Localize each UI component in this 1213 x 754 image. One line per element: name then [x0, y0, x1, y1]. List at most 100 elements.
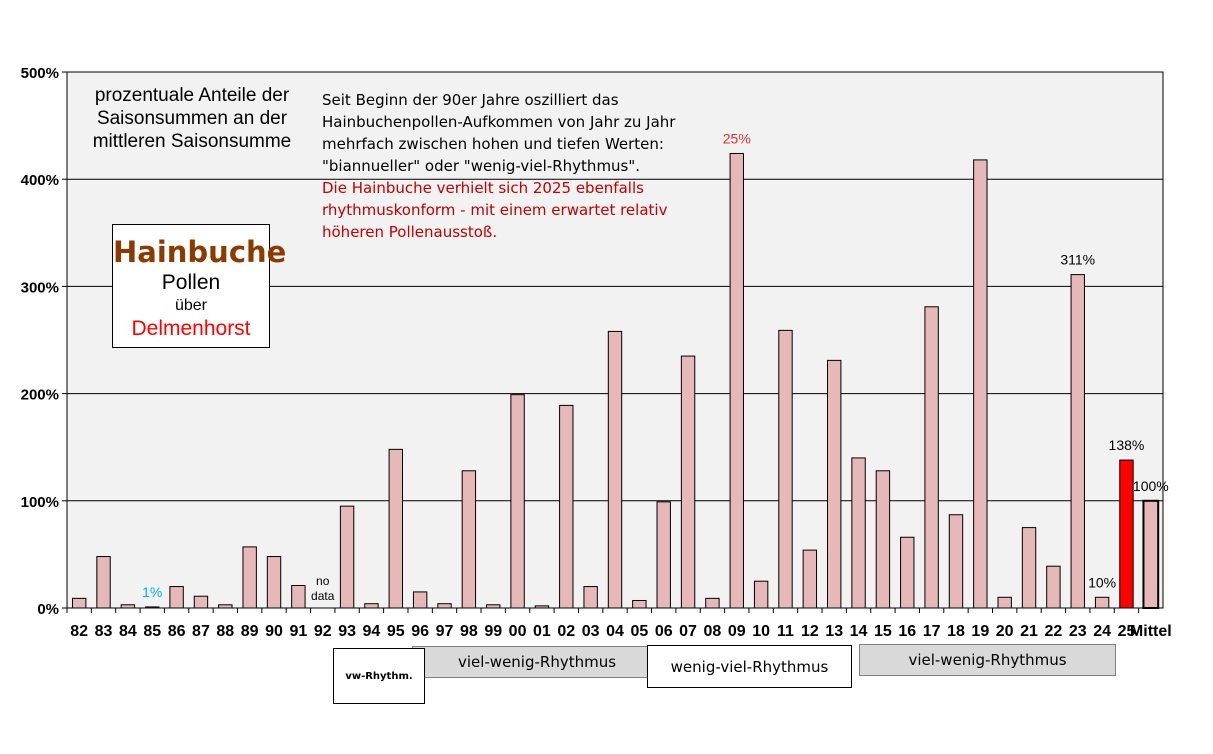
bar	[169, 586, 184, 609]
x-tick-label: 10	[752, 623, 770, 640]
x-tick-label: 93	[338, 623, 356, 640]
info-line: Seit Beginn der 90er Jahre oszilliert da…	[322, 91, 619, 109]
no-data-label: no	[316, 574, 330, 588]
x-tick-label: 88	[216, 623, 234, 640]
info-line-red: rhythmuskonform - mit einem erwartet rel…	[322, 201, 668, 219]
bar	[802, 549, 818, 609]
x-tick-label: 19	[971, 623, 989, 640]
x-tick-label: 24	[1093, 623, 1111, 640]
bar	[997, 596, 1012, 609]
x-tick-label: 95	[387, 623, 405, 640]
x-tick-label: 87	[192, 623, 210, 640]
x-tick-label: 23	[1069, 623, 1087, 640]
x-tick-label: 92	[314, 623, 332, 640]
y-tick-label: 400%	[21, 172, 59, 189]
bar	[461, 470, 477, 609]
bar	[534, 605, 550, 609]
rhythm-box-vw: vw-Rhythm.	[333, 648, 425, 704]
chart-title: prozentuale Anteile der Saisonsummen an …	[82, 84, 302, 153]
x-tick-label: 00	[509, 623, 527, 640]
x-tick-label: 97	[436, 623, 454, 640]
info-line-red: Die Hainbuche verhielt sich 2025 ebenfal…	[322, 179, 644, 197]
x-tick-label: 96	[411, 623, 429, 640]
x-tick-label: 21	[1020, 623, 1038, 640]
y-tick-label: 100%	[21, 494, 59, 511]
data-label: 311%	[1060, 252, 1095, 268]
bar	[851, 457, 866, 609]
bar	[705, 597, 720, 609]
bar	[364, 603, 379, 609]
bar	[680, 355, 696, 609]
y-tick-label: 200%	[21, 387, 59, 404]
legend-plant: Hainbuche	[113, 235, 287, 269]
bar	[510, 394, 525, 609]
info-text: Seit Beginn der 90er Jahre oszilliert da…	[322, 89, 702, 243]
x-tick-label: 83	[95, 623, 113, 640]
x-tick-label: Mittel	[1130, 623, 1172, 640]
bar	[632, 599, 647, 609]
bar	[193, 595, 209, 609]
bar	[71, 597, 87, 609]
legend-over: über	[174, 297, 208, 314]
rhythm-label: vw-Rhythm.	[345, 670, 413, 682]
bar	[900, 536, 915, 609]
bar	[96, 556, 111, 609]
y-tick-label: 300%	[21, 279, 59, 296]
no-data-label: data	[311, 589, 335, 603]
bar	[218, 604, 233, 609]
x-tick-label: 86	[168, 623, 186, 640]
x-tick-label: 14	[850, 623, 868, 640]
bar	[412, 591, 428, 609]
bar	[486, 604, 501, 609]
bar	[559, 404, 574, 609]
x-tick-label: 01	[533, 623, 551, 640]
rhythm-box-wv: wenig-viel-Rhythmus	[647, 645, 852, 688]
legend-box: Hainbuche Pollen über Delmenhorst	[112, 224, 287, 348]
bar	[1021, 527, 1037, 609]
data-label: 10%	[1088, 574, 1116, 590]
bar	[291, 584, 306, 609]
bar	[753, 580, 769, 609]
bar	[242, 546, 257, 609]
legend-pollen: Pollen	[161, 271, 221, 294]
x-tick-label: 09	[728, 623, 746, 640]
bar	[120, 604, 136, 609]
info-line-red: höheren Pollenausstoß.	[322, 223, 498, 241]
bar	[145, 606, 160, 609]
bar	[1094, 596, 1110, 609]
bar	[1119, 459, 1134, 609]
x-tick-label: 91	[289, 623, 307, 640]
x-tick-label: 05	[630, 623, 648, 640]
y-axis: 0% 100% 200% 300% 400% 500%	[21, 65, 67, 618]
x-tick-label: 04	[606, 623, 624, 640]
x-tick-label: 06	[655, 623, 673, 640]
x-tick-label: 99	[484, 623, 502, 640]
rhythm-label: viel-wenig-Rhythmus	[457, 653, 617, 671]
bar	[656, 501, 671, 609]
rhythm-label: viel-wenig-Rhythmus	[908, 651, 1067, 669]
x-tick-label: 16	[898, 623, 916, 640]
x-tick-label: 11	[777, 623, 794, 640]
bar	[778, 329, 793, 609]
x-tick-label: 98	[460, 623, 478, 640]
legend-city: Delmenhorst	[131, 317, 251, 340]
bar	[827, 359, 842, 609]
x-tick-label: 89	[241, 623, 259, 640]
y-tick-label: 0%	[37, 601, 59, 618]
y-tick-label: 500%	[21, 65, 59, 82]
x-tick-label: 08	[704, 623, 722, 640]
bar	[266, 556, 282, 609]
x-tick-label: 85	[143, 623, 161, 640]
x-tick-label: 25	[1118, 623, 1136, 640]
x-tick-label: 84	[119, 623, 137, 640]
bar	[583, 586, 598, 609]
bar	[924, 306, 939, 609]
x-tick-label: 07	[679, 623, 697, 640]
x-tick-label: 12	[801, 623, 819, 640]
bars	[71, 152, 1160, 609]
title-line: mittleren Saisonsumme	[92, 131, 292, 152]
bar	[1142, 499, 1160, 609]
x-tick-label: 03	[582, 623, 600, 640]
title-line: Saisonsummen an der	[96, 108, 288, 129]
